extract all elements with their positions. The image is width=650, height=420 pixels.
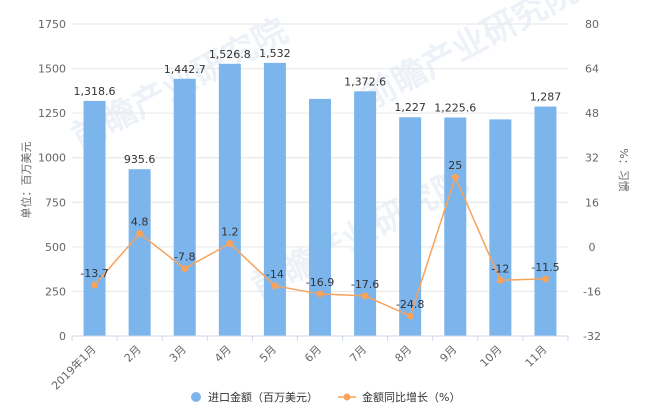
- y-left-tick-label: 500: [45, 241, 66, 254]
- bar-data-label: 1,372.6: [344, 75, 386, 88]
- bar: [444, 117, 467, 336]
- y-right-tick-label: -16: [583, 285, 601, 298]
- bar-data-label: 1,225.6: [434, 101, 476, 114]
- y-left-tick-label: 1500: [38, 63, 66, 76]
- x-tick-label: 8月: [392, 343, 414, 365]
- x-tick-label: 6月: [302, 343, 324, 365]
- line-data-label: 1.2: [221, 226, 239, 239]
- legend: 进口金额（百万美元） 金额同比增长（%）: [191, 390, 460, 404]
- line-point: [181, 265, 189, 273]
- line-point: [226, 240, 234, 248]
- legend-line-label: 金额同比增长（%）: [362, 390, 460, 404]
- x-tick-label: 2月: [122, 343, 144, 365]
- line-point: [406, 312, 414, 320]
- y-right-tick-label: 64: [585, 63, 599, 76]
- line-data-label: -16.9: [306, 276, 334, 289]
- y-right-tick-label: 80: [585, 18, 599, 31]
- bar: [354, 91, 377, 336]
- bar-data-label: 1,532: [259, 47, 291, 60]
- bar: [534, 106, 557, 336]
- bar: [263, 62, 286, 337]
- y-left-tick-label: 1250: [38, 107, 66, 120]
- x-tick-label: 11月: [523, 343, 550, 370]
- legend-line-marker: [343, 393, 351, 401]
- bar: [399, 117, 422, 336]
- bar: [489, 119, 512, 336]
- line-point: [136, 229, 144, 237]
- line-point: [361, 292, 369, 300]
- y-right-tick-label: 48: [585, 107, 599, 120]
- bar-data-label: 1,442.7: [164, 63, 206, 76]
- bar: [83, 100, 106, 336]
- y-right-tick-label: -32: [583, 330, 601, 343]
- y-right-tick-label: 0: [589, 241, 596, 254]
- bar-data-label: 1,287: [530, 91, 562, 104]
- line-point: [541, 275, 549, 283]
- x-tick-label: 10月: [478, 343, 505, 370]
- y-left-axis-title: 单位：百万美元: [19, 142, 33, 219]
- bar: [309, 98, 331, 336]
- x-tick-label: 4月: [212, 343, 234, 365]
- x-tick-label: 9月: [437, 343, 459, 365]
- line-data-label: -14: [266, 268, 284, 281]
- x-tick-label: 2019年1月: [48, 342, 98, 392]
- y-left-tick-label: 250: [45, 285, 66, 298]
- line-data-label: -13.7: [80, 267, 108, 280]
- y-left-tick-label: 1000: [38, 152, 66, 165]
- bar: [173, 78, 196, 336]
- y-right-tick-label: 32: [585, 152, 599, 165]
- line-series: [91, 173, 549, 320]
- bar-data-label: 935.6: [124, 153, 156, 166]
- x-tick-label: 5月: [257, 343, 279, 365]
- line-point: [271, 282, 279, 290]
- bar: [218, 63, 241, 337]
- bar-series: [83, 62, 557, 337]
- legend-bar-label: 进口金额（百万美元）: [208, 390, 318, 404]
- line-data-label: 25: [448, 159, 462, 172]
- line-data-label: -7.8: [174, 251, 195, 264]
- y-right-axis-title: %：习惯: [617, 148, 631, 191]
- line-data-label: -12: [491, 262, 509, 275]
- line-data-label: 4.8: [131, 215, 149, 228]
- x-tick-label: 3月: [167, 343, 189, 365]
- line-point: [91, 281, 99, 289]
- data-labels: 1,318.6 935.6 1,442.71,526.8 1,532 1,372.6 1,…: [74, 47, 562, 311]
- y-left-tick-label: 750: [45, 196, 66, 209]
- x-tick-label: 7月: [347, 343, 369, 365]
- bar-data-label: 1,318.6: [74, 85, 116, 98]
- bar-data-label: 1,227: [394, 101, 426, 114]
- y-right-tick-label: 16: [585, 196, 599, 209]
- line-data-label: -17.6: [351, 278, 379, 291]
- bar-data-label: 1,526.8: [209, 48, 251, 61]
- legend-bar-marker: [191, 392, 201, 402]
- y-left-tick-label: 1750: [38, 18, 66, 31]
- line-point: [451, 173, 459, 181]
- y-left-tick-label: 0: [59, 330, 66, 343]
- line-point: [496, 276, 504, 284]
- bar: [128, 169, 151, 336]
- line-point: [316, 290, 324, 298]
- line-data-label: -24.8: [396, 298, 424, 311]
- line-data-label: -11.5: [531, 261, 559, 274]
